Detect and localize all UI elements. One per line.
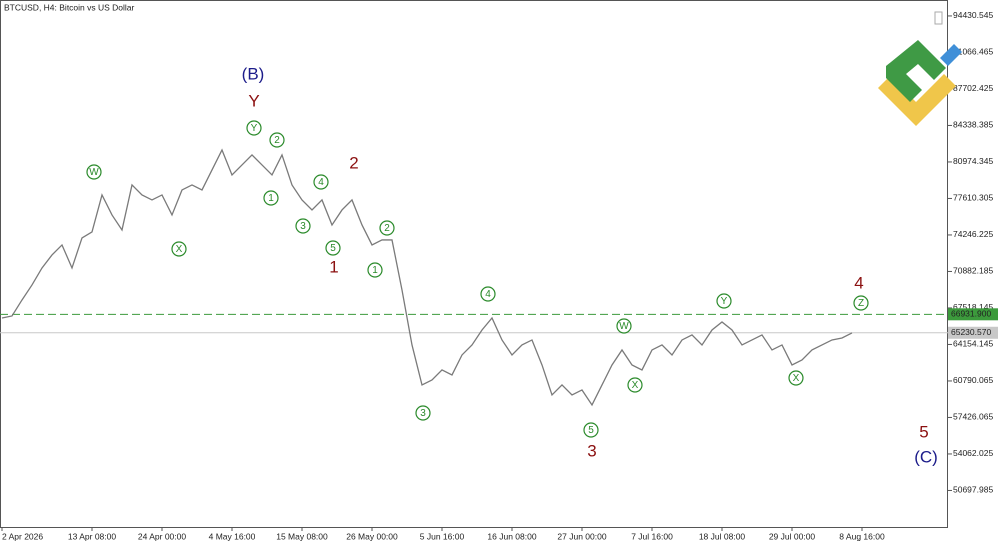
logo-green [886, 40, 946, 102]
wave-label: 3 [300, 221, 306, 232]
logo [878, 40, 962, 126]
y-tick-label: 77610.305 [953, 193, 993, 203]
wave-label: Y [248, 91, 259, 110]
wave-label: 5 [588, 425, 594, 436]
wave-circle [379, 220, 395, 236]
wave-circle [325, 240, 341, 256]
y-tick-label: 54062.025 [953, 448, 993, 458]
price-level-box [948, 326, 998, 339]
x-tick-label: 2 Apr 2026 [2, 531, 43, 541]
y-tick-label: 74246.225 [953, 229, 993, 239]
plot-frame [0, 0, 948, 528]
x-tick-label: 4 May 16:00 [209, 531, 256, 541]
x-tick-label: 24 Apr 00:00 [138, 531, 186, 541]
x-tick-label: 16 Jun 08:00 [487, 531, 536, 541]
y-tick-label: 80974.345 [953, 156, 993, 166]
price-level-label: 65230.570 [951, 327, 991, 337]
wave-circle [415, 405, 431, 421]
wave-circle [295, 218, 311, 234]
wave-label: (C) [914, 447, 938, 466]
wave-label: Y [721, 296, 728, 307]
wave-circle [480, 286, 496, 302]
wave-label: X [632, 380, 639, 391]
x-tick-label: 18 Jul 08:00 [699, 531, 746, 541]
chart-title: BTCUSD, H4: Bitcoin vs US Dollar [4, 2, 135, 12]
wave-circle [367, 262, 383, 278]
wave-label: W [619, 321, 629, 332]
wave-circle [246, 120, 262, 136]
wave-label: 2 [349, 153, 358, 172]
window-icon[interactable] [934, 11, 943, 25]
y-tick-label: 57426.065 [953, 412, 993, 422]
wave-circle [313, 174, 329, 190]
y-tick-label: 91066.465 [953, 47, 993, 57]
y-tick-label: 87702.425 [953, 83, 993, 93]
x-tick-label: 15 May 08:00 [276, 531, 328, 541]
x-tick-label: 27 Jun 00:00 [557, 531, 606, 541]
x-tick-label: 26 May 00:00 [346, 531, 398, 541]
y-tick-label: 50697.985 [953, 485, 993, 495]
wave-label: 1 [329, 257, 338, 276]
wave-label: 1 [268, 193, 274, 204]
wave-circle [263, 190, 279, 206]
wave-label: 2 [384, 223, 390, 234]
x-tick-label: 29 Jul 00:00 [769, 531, 816, 541]
wave-label: 4 [485, 289, 491, 300]
wave-circle [627, 377, 643, 393]
x-tick-label: 5 Jun 16:00 [420, 531, 465, 541]
x-tick-label: 13 Apr 08:00 [68, 531, 116, 541]
wave-circle [171, 241, 187, 257]
wave-label: Z [858, 298, 864, 309]
wave-label: 4 [318, 177, 324, 188]
wave-circle [788, 370, 804, 386]
price-level-label: 66931.900 [951, 309, 991, 319]
wave-label: 5 [330, 243, 336, 254]
wave-label: 2 [274, 135, 280, 146]
wave-circle [86, 164, 102, 180]
y-tick-label: 67518.145 [953, 302, 993, 312]
wave-label: W [89, 167, 99, 178]
wave-circle [716, 293, 732, 309]
wave-label: 5 [919, 422, 928, 441]
y-tick-label: 64154.145 [953, 339, 993, 349]
x-tick-label: 8 Aug 16:00 [839, 531, 885, 541]
wave-label: X [793, 373, 800, 384]
wave-label: X [176, 244, 183, 255]
wave-circle [616, 318, 632, 334]
wave-label: (B) [242, 64, 265, 83]
wave-label: 3 [587, 441, 596, 460]
logo-blue [940, 44, 962, 66]
y-tick-label: 60790.065 [953, 375, 993, 385]
wave-circle [269, 132, 285, 148]
x-tick-label: 7 Jul 16:00 [631, 531, 673, 541]
wave-circle [583, 422, 599, 438]
wave-circle [853, 295, 869, 311]
price-level-box [948, 308, 998, 321]
y-tick-label: 70882.185 [953, 266, 993, 276]
wave-label: 4 [854, 273, 863, 292]
wave-label: Y [251, 123, 258, 134]
price-line [1, 148, 853, 407]
y-tick-label: 84338.385 [953, 120, 993, 130]
wave-label: 1 [372, 265, 378, 276]
y-tick-label: 94430.545 [953, 10, 993, 20]
wave-label: 3 [420, 408, 426, 419]
